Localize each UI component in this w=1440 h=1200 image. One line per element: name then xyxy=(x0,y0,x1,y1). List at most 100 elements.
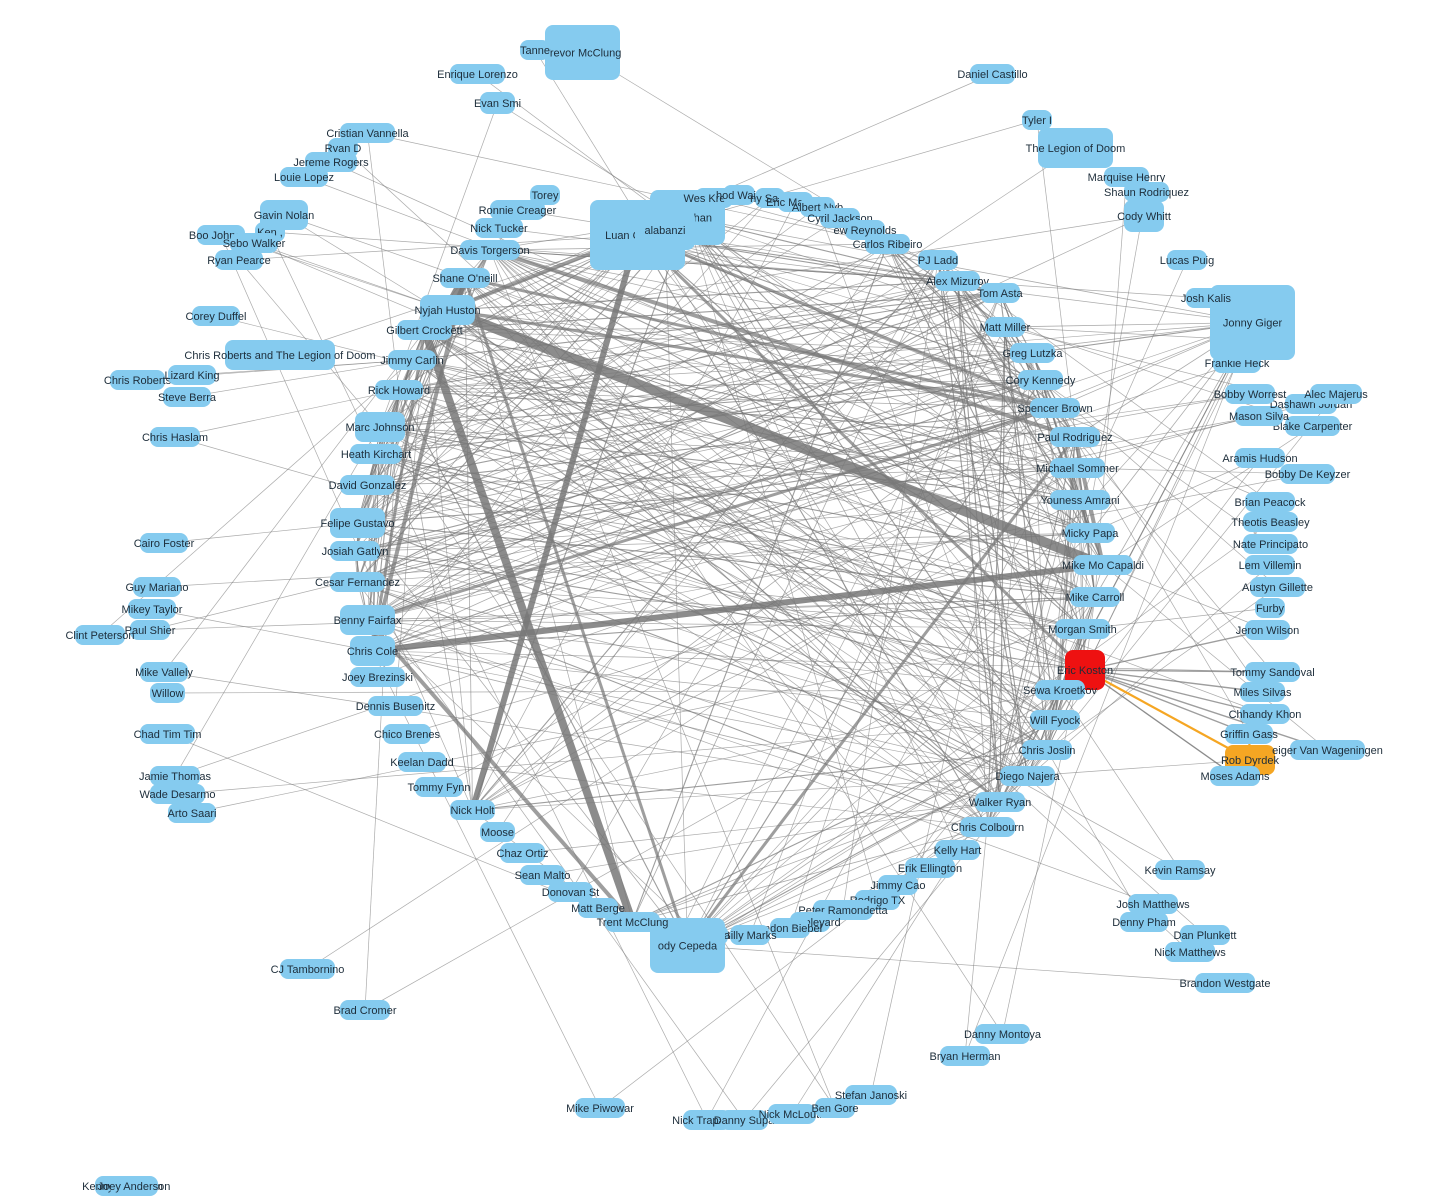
svg-text:The Legion of Doom: The Legion of Doom xyxy=(1026,143,1126,155)
svg-text:Bobby De Keyzer: Bobby De Keyzer xyxy=(1265,469,1351,481)
svg-text:Chhandy Khon: Chhandy Khon xyxy=(1229,709,1302,721)
svg-text:Sebo Walker: Sebo Walker xyxy=(223,238,286,250)
svg-text:Dennis Busenitz: Dennis Busenitz xyxy=(356,701,436,713)
svg-text:Chaz Ortiz: Chaz Ortiz xyxy=(497,848,549,860)
svg-text:Nick Matthews: Nick Matthews xyxy=(1154,947,1226,959)
svg-text:Brian Peacock: Brian Peacock xyxy=(1235,497,1306,509)
svg-text:Joey Anderson: Joey Anderson xyxy=(98,1181,171,1193)
svg-text:Jeron Wilson: Jeron Wilson xyxy=(1236,625,1300,637)
svg-text:Sean Malto: Sean Malto xyxy=(515,870,571,882)
svg-text:Walker Ryan: Walker Ryan xyxy=(969,797,1032,809)
svg-text:David Gonzalez: David Gonzalez xyxy=(329,480,407,492)
svg-text:Felipe Gustavo: Felipe Gustavo xyxy=(321,518,395,530)
svg-text:Ronnie Creager: Ronnie Creager xyxy=(479,205,557,217)
svg-text:Josiah Gatlyn: Josiah Gatlyn xyxy=(322,546,389,558)
svg-text:Louie Lopez: Louie Lopez xyxy=(274,172,334,184)
svg-text:Tommy Sandoval: Tommy Sandoval xyxy=(1230,667,1314,679)
svg-text:Benny Fairfax: Benny Fairfax xyxy=(334,615,402,627)
svg-text:Tom Asta: Tom Asta xyxy=(977,288,1023,300)
svg-text:Nyjah Huston: Nyjah Huston xyxy=(414,305,480,317)
svg-text:Marc Johnson: Marc Johnson xyxy=(345,422,414,434)
svg-text:Miles Silvas: Miles Silvas xyxy=(1233,687,1292,699)
svg-text:Cesar Fernandez: Cesar Fernandez xyxy=(315,577,400,589)
svg-text:Will Fyock: Will Fyock xyxy=(1030,715,1081,727)
svg-text:Youness Amrani: Youness Amrani xyxy=(1040,495,1119,507)
svg-text:Gilbert Crockett: Gilbert Crockett xyxy=(386,325,462,337)
svg-text:Evan Smi: Evan Smi xyxy=(474,98,521,110)
svg-text:Erik Ellington: Erik Ellington xyxy=(898,863,962,875)
svg-text:Moses Adams: Moses Adams xyxy=(1200,771,1270,783)
svg-text:Moose: Moose xyxy=(481,827,514,839)
svg-text:Billy Marks: Billy Marks xyxy=(723,930,777,942)
svg-text:Matt Miller: Matt Miller xyxy=(980,322,1031,334)
svg-text:Nick Tucker: Nick Tucker xyxy=(470,223,528,235)
svg-text:Ryan Pearce: Ryan Pearce xyxy=(207,255,271,267)
svg-text:Alec Majerus: Alec Majerus xyxy=(1304,389,1368,401)
svg-text:ody Cepeda: ody Cepeda xyxy=(658,941,718,953)
svg-text:Shaun Rodriquez: Shaun Rodriquez xyxy=(1104,187,1189,199)
svg-text:Chris Roberts and The Legion o: Chris Roberts and The Legion of Doom xyxy=(184,350,375,362)
svg-text:Austyn Gillette: Austyn Gillette xyxy=(1242,582,1313,594)
svg-text:Michael Sommer: Michael Sommer xyxy=(1036,463,1119,475)
svg-text:Gavin Nolan: Gavin Nolan xyxy=(254,210,315,222)
svg-text:Griffin Gass: Griffin Gass xyxy=(1220,729,1278,741)
svg-text:Alex Mizurov: Alex Mizurov xyxy=(926,276,989,288)
svg-text:Chad Tim Tim: Chad Tim Tim xyxy=(134,729,202,741)
svg-text:Nate Principato: Nate Principato xyxy=(1233,539,1308,551)
svg-text:Rick Howard: Rick Howard xyxy=(368,385,430,397)
svg-text:Steve Berra: Steve Berra xyxy=(158,392,217,404)
svg-text:Cody Whitt: Cody Whitt xyxy=(1117,211,1171,223)
svg-text:Corey Duffel: Corey Duffel xyxy=(186,311,247,323)
svg-text:Theotis Beasley: Theotis Beasley xyxy=(1231,517,1310,529)
svg-text:Mike Vallely: Mike Vallely xyxy=(135,667,193,679)
svg-text:Heath Kirchart: Heath Kirchart xyxy=(341,449,411,461)
svg-text:Clint Peterson: Clint Peterson xyxy=(65,630,134,642)
svg-text:Josh Matthews: Josh Matthews xyxy=(1116,899,1190,911)
svg-text:Spencer Brown: Spencer Brown xyxy=(1017,403,1092,415)
svg-text:Mike Carroll: Mike Carroll xyxy=(1066,592,1125,604)
svg-text:Brandon Westgate: Brandon Westgate xyxy=(1180,978,1271,990)
svg-text:Diego Najera: Diego Najera xyxy=(995,771,1060,783)
svg-text:Josh Kalis: Josh Kalis xyxy=(1181,293,1232,305)
svg-text:Chris Cole: Chris Cole xyxy=(347,646,398,658)
svg-text:Trent McClung: Trent McClung xyxy=(597,917,669,929)
svg-text:Tommy Fynn: Tommy Fynn xyxy=(408,782,471,794)
svg-text:Kevin Ramsay: Kevin Ramsay xyxy=(1145,865,1216,877)
svg-text:Donovan St: Donovan St xyxy=(542,887,599,899)
svg-text:Willow: Willow xyxy=(152,688,184,700)
svg-text:Jimmy Carlin: Jimmy Carlin xyxy=(380,355,444,367)
svg-text:Chico Brenes: Chico Brenes xyxy=(374,729,441,741)
svg-text:Lem Villemin: Lem Villemin xyxy=(1239,560,1302,572)
svg-text:Mikey Taylor: Mikey Taylor xyxy=(122,604,183,616)
svg-text:Chris Haslam: Chris Haslam xyxy=(142,432,208,444)
svg-text:Danny Montoya: Danny Montoya xyxy=(964,1029,1042,1041)
svg-text:Torey: Torey xyxy=(532,190,559,202)
svg-text:Aramis Hudson: Aramis Hudson xyxy=(1222,453,1297,465)
svg-text:Wade Desarmo: Wade Desarmo xyxy=(139,789,215,801)
svg-text:Denny Pham: Denny Pham xyxy=(1112,917,1176,929)
svg-text:Brad Cromer: Brad Cromer xyxy=(334,1005,397,1017)
svg-text:Bobby Worrest: Bobby Worrest xyxy=(1214,389,1287,401)
svg-text:Furby: Furby xyxy=(1256,603,1285,615)
svg-text:Paul Rodriguez: Paul Rodriguez xyxy=(1037,432,1112,444)
svg-text:Cory Kennedy: Cory Kennedy xyxy=(1006,375,1076,387)
svg-text:Chris Colbourn: Chris Colbourn xyxy=(951,822,1024,834)
svg-text:eiger Van Wageningen: eiger Van Wageningen xyxy=(1272,745,1383,757)
svg-text:Arto Saari: Arto Saari xyxy=(168,808,217,820)
svg-text:Stefan Janoski: Stefan Janoski xyxy=(835,1090,907,1102)
svg-text:Kelly Hart: Kelly Hart xyxy=(934,845,982,857)
svg-text:Matt Berge: Matt Berge xyxy=(571,903,625,915)
svg-text:Chris Roberts: Chris Roberts xyxy=(104,375,172,387)
svg-text:Eric Koston: Eric Koston xyxy=(1057,665,1113,677)
svg-text:Mike Mo Capaldi: Mike Mo Capaldi xyxy=(1062,560,1144,572)
svg-text:Guy Mariano: Guy Mariano xyxy=(126,582,189,594)
svg-text:Bryan Herman: Bryan Herman xyxy=(930,1051,1001,1063)
svg-text:Lucas Puig: Lucas Puig xyxy=(1160,255,1214,267)
svg-text:alabanzi: alabanzi xyxy=(645,225,686,237)
svg-text:Jonny Giger: Jonny Giger xyxy=(1223,318,1283,330)
svg-text:Enrique Lorenzo: Enrique Lorenzo xyxy=(437,69,518,81)
svg-text:Dan Plunkett: Dan Plunkett xyxy=(1174,930,1237,942)
svg-text:Trevor McClung: Trevor McClung xyxy=(544,48,622,60)
svg-text:Keelan Dadd: Keelan Dadd xyxy=(390,757,454,769)
svg-text:Jamie Thomas: Jamie Thomas xyxy=(139,771,211,783)
